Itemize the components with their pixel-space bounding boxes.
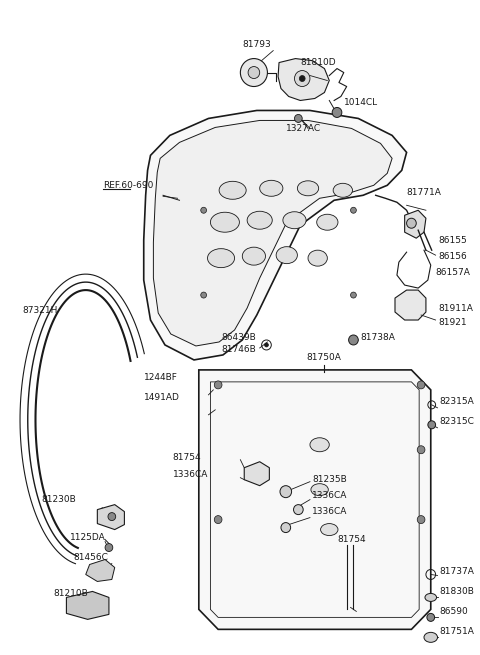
Text: 87321H: 87321H <box>22 305 57 314</box>
Polygon shape <box>154 121 392 346</box>
Circle shape <box>105 544 113 552</box>
Circle shape <box>295 71 310 86</box>
Circle shape <box>108 513 116 521</box>
Circle shape <box>214 381 222 389</box>
FancyBboxPatch shape <box>347 450 398 490</box>
Text: 81235B: 81235B <box>312 475 347 484</box>
Ellipse shape <box>260 180 283 196</box>
Circle shape <box>350 207 356 214</box>
Polygon shape <box>278 58 329 100</box>
Text: 1244BF: 1244BF <box>144 373 178 383</box>
Text: 81793: 81793 <box>242 40 271 49</box>
Text: 1336CA: 1336CA <box>312 491 347 500</box>
Text: 81738A: 81738A <box>360 333 395 343</box>
Text: 81771A: 81771A <box>407 188 442 196</box>
Polygon shape <box>144 111 407 360</box>
Polygon shape <box>86 559 115 582</box>
Polygon shape <box>395 290 426 320</box>
Text: 86157A: 86157A <box>435 268 470 276</box>
Text: 86156: 86156 <box>439 252 467 261</box>
Text: 81210B: 81210B <box>54 589 89 598</box>
Circle shape <box>201 207 206 214</box>
Circle shape <box>248 67 260 79</box>
Ellipse shape <box>210 212 240 233</box>
Text: 1125DA: 1125DA <box>70 533 106 542</box>
Text: 82315C: 82315C <box>440 417 474 426</box>
Ellipse shape <box>311 483 328 496</box>
Ellipse shape <box>276 247 298 263</box>
Polygon shape <box>97 504 124 530</box>
Text: 81830B: 81830B <box>440 587 474 596</box>
Ellipse shape <box>317 214 338 230</box>
Text: 1336CA: 1336CA <box>173 470 208 479</box>
FancyBboxPatch shape <box>346 394 400 436</box>
Text: 81230B: 81230B <box>41 495 76 504</box>
Ellipse shape <box>333 183 352 197</box>
Circle shape <box>281 523 290 533</box>
Text: 1491AD: 1491AD <box>144 394 180 402</box>
Polygon shape <box>244 462 269 485</box>
Polygon shape <box>405 210 426 238</box>
Circle shape <box>348 335 358 345</box>
Ellipse shape <box>425 593 436 601</box>
Text: 81456C: 81456C <box>73 553 108 562</box>
FancyBboxPatch shape <box>360 513 414 557</box>
Text: 1014CL: 1014CL <box>344 98 378 107</box>
Circle shape <box>350 292 356 298</box>
Text: REF.60-690: REF.60-690 <box>103 181 154 190</box>
Text: 81746B: 81746B <box>221 345 256 354</box>
Polygon shape <box>66 591 109 620</box>
Text: 86155: 86155 <box>439 236 467 245</box>
Circle shape <box>294 504 303 515</box>
Ellipse shape <box>242 247 265 265</box>
Text: 81921: 81921 <box>439 318 467 326</box>
Text: 81754: 81754 <box>337 535 366 544</box>
Circle shape <box>332 107 342 117</box>
Text: 82315A: 82315A <box>440 398 474 406</box>
Circle shape <box>417 515 425 523</box>
Circle shape <box>428 421 435 429</box>
Text: 81750A: 81750A <box>306 354 341 362</box>
Circle shape <box>417 381 425 389</box>
Circle shape <box>264 343 268 347</box>
Ellipse shape <box>283 212 306 229</box>
Text: 81911A: 81911A <box>439 303 473 312</box>
Ellipse shape <box>207 249 235 268</box>
Circle shape <box>214 515 222 523</box>
FancyBboxPatch shape <box>249 394 303 436</box>
Circle shape <box>201 292 206 298</box>
Text: 86439B: 86439B <box>221 333 256 343</box>
Ellipse shape <box>424 632 438 643</box>
Ellipse shape <box>298 181 319 196</box>
Circle shape <box>427 613 434 622</box>
Circle shape <box>240 58 267 86</box>
Text: 86590: 86590 <box>440 607 468 616</box>
FancyBboxPatch shape <box>251 450 302 490</box>
Ellipse shape <box>321 523 338 536</box>
Circle shape <box>280 485 291 498</box>
Text: 81751A: 81751A <box>440 627 474 636</box>
Circle shape <box>295 115 302 122</box>
Polygon shape <box>199 370 431 629</box>
Text: 1327AC: 1327AC <box>286 124 321 133</box>
Text: 81754: 81754 <box>173 453 201 462</box>
Circle shape <box>300 75 305 81</box>
Circle shape <box>407 218 416 228</box>
Ellipse shape <box>219 181 246 199</box>
Text: 81810D: 81810D <box>300 58 336 67</box>
FancyBboxPatch shape <box>307 546 351 582</box>
Circle shape <box>417 446 425 454</box>
Ellipse shape <box>310 438 329 452</box>
Text: 81737A: 81737A <box>440 567 474 576</box>
Ellipse shape <box>308 250 327 266</box>
Text: 1336CA: 1336CA <box>312 507 347 516</box>
Ellipse shape <box>247 212 272 229</box>
